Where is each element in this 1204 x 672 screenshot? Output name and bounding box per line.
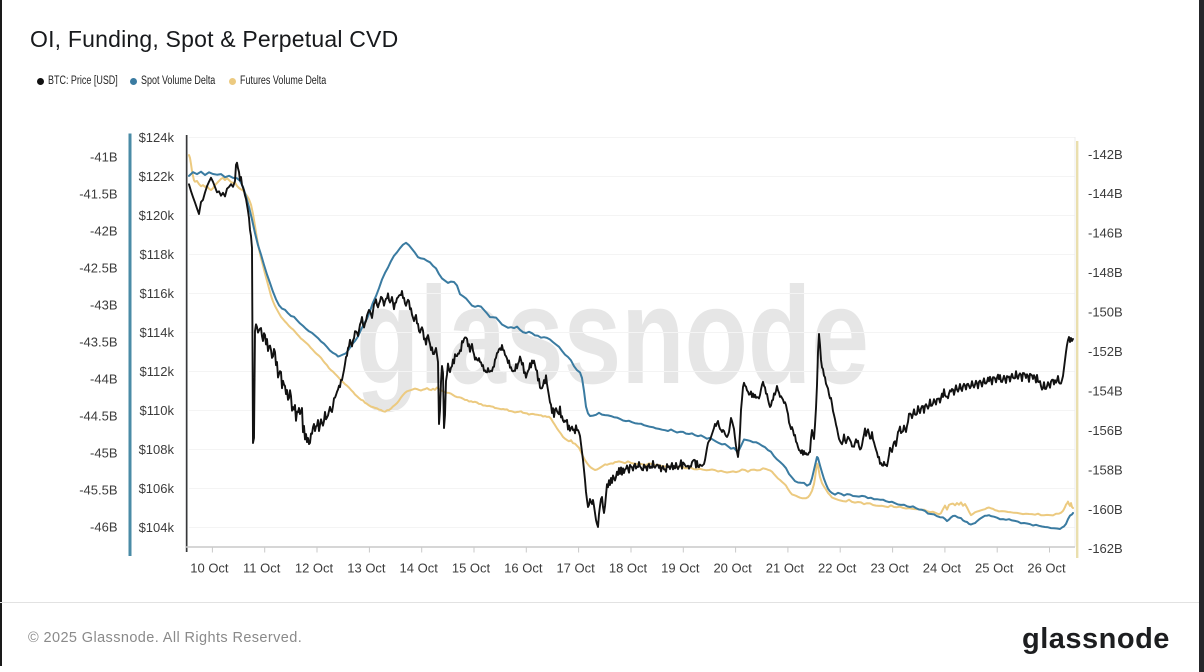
svg-text:-142B: -142B	[1088, 147, 1123, 162]
svg-text:-44B: -44B	[90, 372, 117, 387]
svg-text:$104k: $104k	[139, 520, 175, 535]
svg-text:-160B: -160B	[1088, 502, 1123, 517]
svg-text:-156B: -156B	[1088, 423, 1123, 438]
svg-text:-46B: -46B	[90, 520, 117, 535]
svg-text:$124k: $124k	[139, 130, 175, 145]
svg-text:11 Oct: 11 Oct	[243, 561, 281, 576]
svg-text:-41.5B: -41.5B	[79, 187, 117, 202]
svg-text:19 Oct: 19 Oct	[661, 561, 700, 576]
svg-text:10 Oct: 10 Oct	[190, 561, 229, 576]
svg-text:$118k: $118k	[140, 247, 175, 262]
svg-text:25 Oct: 25 Oct	[975, 561, 1014, 576]
svg-text:$110k: $110k	[140, 403, 175, 418]
svg-text:$112k: $112k	[140, 364, 175, 379]
svg-text:-152B: -152B	[1088, 344, 1123, 359]
svg-text:$116k: $116k	[140, 286, 175, 301]
svg-text:$114k: $114k	[140, 325, 175, 340]
svg-text:12 Oct: 12 Oct	[295, 561, 334, 576]
svg-text:21 Oct: 21 Oct	[766, 561, 805, 576]
svg-text:-146B: -146B	[1088, 226, 1123, 241]
svg-text:26 Oct: 26 Oct	[1027, 561, 1066, 576]
svg-text:17 Oct: 17 Oct	[556, 561, 595, 576]
svg-text:$120k: $120k	[139, 208, 175, 223]
svg-text:15 Oct: 15 Oct	[452, 561, 491, 576]
svg-text:-148B: -148B	[1088, 265, 1123, 280]
svg-text:-144B: -144B	[1088, 186, 1123, 201]
svg-text:-41B: -41B	[90, 150, 117, 165]
svg-text:-45.5B: -45.5B	[79, 483, 117, 498]
svg-text:-43B: -43B	[90, 298, 117, 313]
svg-text:-158B: -158B	[1088, 462, 1123, 477]
svg-text:23 Oct: 23 Oct	[870, 561, 909, 576]
svg-text:14 Oct: 14 Oct	[400, 561, 439, 576]
svg-text:22 Oct: 22 Oct	[818, 561, 857, 576]
svg-text:13 Oct: 13 Oct	[347, 561, 386, 576]
svg-text:-45B: -45B	[90, 446, 117, 461]
svg-text:-154B: -154B	[1088, 383, 1123, 398]
svg-text:-162B: -162B	[1088, 541, 1123, 556]
svg-text:$122k: $122k	[139, 169, 175, 184]
svg-text:-42B: -42B	[90, 224, 117, 239]
svg-text:glassnode: glassnode	[1022, 623, 1170, 655]
svg-text:-150B: -150B	[1088, 305, 1123, 320]
svg-text:-44.5B: -44.5B	[79, 409, 117, 424]
svg-text:20 Oct: 20 Oct	[713, 561, 752, 576]
svg-text:24 Oct: 24 Oct	[923, 561, 962, 576]
svg-text:$108k: $108k	[139, 442, 175, 457]
svg-text:-42.5B: -42.5B	[79, 261, 117, 276]
svg-text:18 Oct: 18 Oct	[609, 561, 648, 576]
svg-text:16 Oct: 16 Oct	[504, 561, 543, 576]
svg-text:$106k: $106k	[139, 481, 175, 496]
svg-text:-43.5B: -43.5B	[79, 335, 117, 350]
